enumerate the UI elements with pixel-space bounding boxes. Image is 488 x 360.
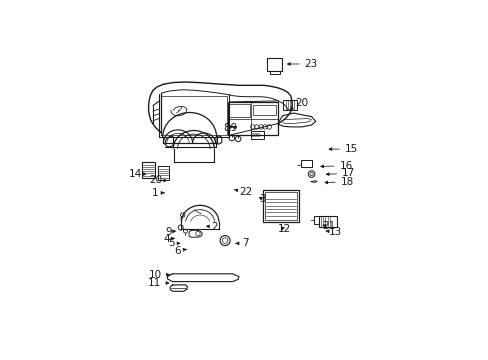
Text: 18: 18	[324, 177, 353, 187]
Text: 5: 5	[168, 238, 180, 248]
Bar	[264, 192, 297, 220]
Text: 15: 15	[328, 144, 357, 154]
Bar	[142, 162, 155, 177]
Text: 9: 9	[164, 227, 175, 237]
Text: 19: 19	[224, 123, 238, 133]
Text: 22: 22	[234, 187, 252, 197]
Text: 16: 16	[320, 161, 352, 171]
Text: 2: 2	[206, 222, 218, 232]
Text: 23: 23	[287, 59, 317, 69]
Bar	[267, 58, 282, 71]
Bar	[253, 105, 276, 115]
Text: 11: 11	[148, 278, 168, 288]
Text: 10: 10	[148, 270, 169, 280]
Text: 12: 12	[277, 225, 290, 234]
Bar	[158, 166, 168, 180]
Text: 7: 7	[236, 238, 248, 248]
Bar	[227, 102, 277, 135]
Text: 14: 14	[128, 169, 145, 179]
Bar	[300, 161, 311, 167]
Text: 1: 1	[152, 188, 164, 198]
Bar	[250, 131, 264, 139]
Bar	[229, 104, 249, 117]
Text: 21: 21	[322, 221, 335, 231]
Bar	[319, 216, 337, 227]
Text: 17: 17	[325, 168, 355, 179]
Bar	[283, 100, 296, 110]
Text: 20: 20	[149, 175, 166, 185]
Text: 6: 6	[174, 246, 186, 256]
Text: 8: 8	[223, 123, 232, 133]
Bar	[314, 216, 319, 224]
Text: 4: 4	[163, 234, 174, 244]
Text: 13: 13	[325, 227, 342, 237]
Text: 20: 20	[289, 98, 307, 109]
Bar	[263, 190, 299, 222]
Text: 3: 3	[259, 194, 265, 204]
